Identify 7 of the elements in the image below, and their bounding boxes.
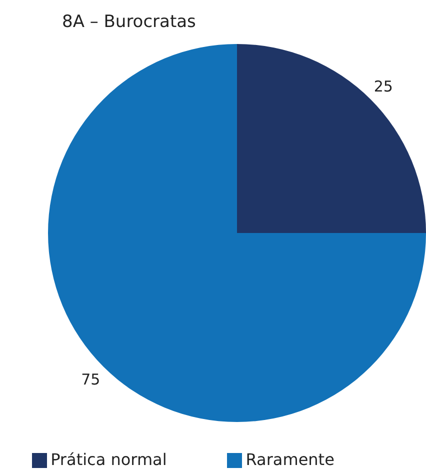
pie-slice: [237, 44, 426, 233]
legend-label: Prática normal: [50, 450, 167, 469]
pie-slice: [48, 44, 426, 422]
data-label: 75: [81, 370, 100, 388]
data-label: 25: [374, 78, 393, 96]
chart-title: 8A – Burocratas: [62, 12, 196, 32]
legend-label: Raramente: [246, 450, 334, 469]
